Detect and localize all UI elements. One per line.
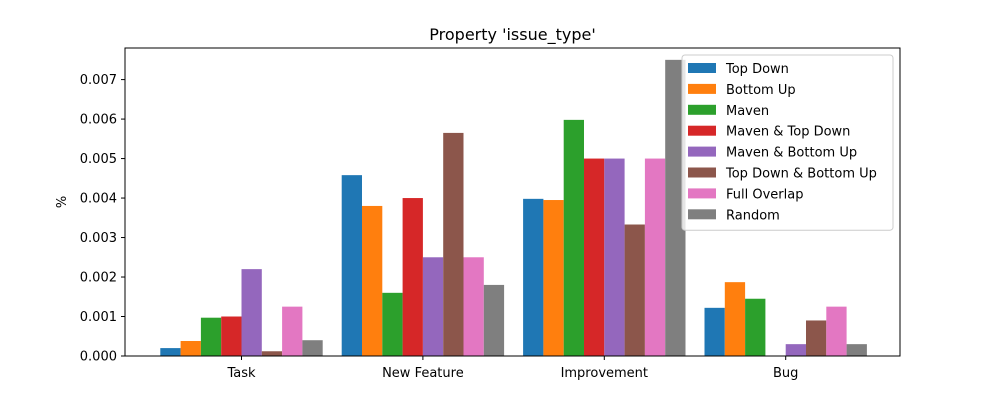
bar-full-overlap-new-feature (463, 257, 484, 356)
x-axis: Task New Feature Improvement Bug (226, 356, 798, 381)
legend-swatch (688, 104, 716, 115)
bar-bottom-up-task (180, 340, 201, 356)
bar-maven-bottom-up-task (241, 269, 262, 356)
legend-label: Maven (726, 104, 769, 119)
y-axis-label: % (55, 196, 70, 208)
bar-top-down-bottom-up-task (261, 351, 283, 356)
bar-maven-improvement (563, 119, 584, 357)
bar-maven-new-feature (382, 292, 403, 356)
y-tick-label: 0.000 (80, 350, 117, 365)
bar-maven-top-down-improvement (584, 158, 605, 356)
y-tick-label: 0.004 (80, 192, 117, 207)
legend-label: Full Overlap (726, 187, 803, 202)
bar-top-down-bottom-up-new-feature (443, 132, 464, 356)
legend-swatch (688, 146, 716, 157)
legend-label: Random (726, 208, 780, 223)
bar-full-overlap-improvement (644, 158, 666, 356)
legend-swatch (688, 125, 716, 136)
bar-bottom-up-bug (724, 282, 746, 356)
y-tick-label: 0.006 (80, 113, 117, 128)
legend-swatch (688, 63, 716, 73)
bar-maven-bottom-up-improvement (604, 158, 625, 356)
y-tick-label: 0.002 (80, 271, 117, 286)
legend-label: Maven & Top Down (726, 125, 850, 140)
x-tick-label: Bug (773, 366, 798, 381)
bar-full-overlap-task (282, 306, 303, 356)
bar-bottom-up-improvement (543, 200, 564, 356)
plot-area-frame (124, 47, 901, 357)
legend: Top Down Bottom Up Maven Maven & Top Down Ma… (681, 54, 894, 231)
bar-random-improvement (665, 59, 686, 356)
bar-maven-bottom-up-new-feature (422, 257, 444, 356)
legend-box (681, 54, 894, 231)
legend-swatch (688, 188, 716, 199)
bar-top-down-new-feature (341, 175, 362, 356)
bar-random-bug (846, 344, 867, 356)
bar-top-down-improvement (523, 198, 544, 356)
bar-maven-bottom-up-bug (785, 344, 806, 356)
bar-top-down-bottom-up-improvement (624, 224, 645, 356)
chart-title: Property 'issue_type' (429, 25, 595, 45)
x-tick-label: New Feature (382, 366, 464, 381)
bar-maven-top-down-task (221, 316, 242, 356)
legend-label: Top Down (725, 62, 789, 77)
bar-random-task (302, 340, 323, 356)
bar-maven-task (200, 317, 222, 356)
y-tick-label: 0.001 (80, 310, 117, 325)
legend-label: Top Down & Bottom Up (725, 167, 877, 182)
y-tick-label: 0.007 (80, 73, 117, 88)
bars-layer (160, 59, 867, 357)
bar-top-down-task (160, 348, 181, 356)
legend-swatch (688, 167, 716, 178)
bar-bottom-up-new-feature (362, 205, 383, 356)
x-tick-label: Task (226, 366, 256, 381)
y-axis: 0.000 0.001 0.002 0.003 0.004 0.005 0.006 0.007 (80, 73, 125, 365)
bar-maven-top-down-new-feature (402, 198, 423, 356)
bar-random-new-feature (483, 284, 505, 356)
x-tick-label: Improvement (561, 366, 648, 381)
bar-maven-bug (745, 298, 766, 356)
y-tick-label: 0.005 (80, 152, 117, 167)
y-tick-label: 0.003 (80, 231, 117, 246)
legend-swatch (688, 83, 716, 94)
bar-full-overlap-bug (826, 306, 847, 356)
legend-swatch (688, 209, 716, 220)
bar-top-down-bottom-up-bug (806, 320, 827, 356)
bar-top-down-bug (704, 307, 725, 356)
legend-label: Maven & Bottom Up (726, 146, 857, 161)
legend-label: Bottom Up (726, 83, 796, 98)
